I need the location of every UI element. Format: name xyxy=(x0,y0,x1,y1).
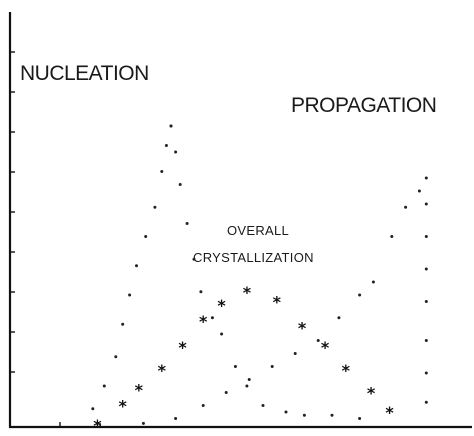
crystallization-label: CRYSTALLIZATION xyxy=(193,250,314,265)
data-point xyxy=(174,150,178,154)
data-star: * xyxy=(342,361,351,380)
data-star: * xyxy=(298,319,307,338)
data-point xyxy=(424,267,428,271)
series-4: * * * * * * * * * * * * * * xyxy=(93,283,394,435)
data-point xyxy=(424,176,428,180)
data-point xyxy=(390,235,394,238)
data-point xyxy=(174,417,178,420)
data-point xyxy=(178,183,182,186)
nucleation-label: NUCLEATION xyxy=(20,62,149,85)
data-point xyxy=(358,293,362,297)
data-point xyxy=(261,404,265,407)
data-point xyxy=(424,400,428,404)
data-star: * xyxy=(135,380,144,399)
data-point xyxy=(330,413,334,417)
data-point xyxy=(337,316,341,320)
propagation-label: PROPAGATION xyxy=(291,94,436,117)
data-point xyxy=(199,290,203,294)
data-point xyxy=(153,205,157,209)
data-point xyxy=(417,189,421,193)
overall-label: OVERALL xyxy=(227,223,289,238)
data-point xyxy=(201,404,205,407)
data-star: * xyxy=(367,384,376,403)
data-point xyxy=(164,144,168,147)
data-point xyxy=(424,371,428,375)
data-star: * xyxy=(273,293,282,312)
data-point xyxy=(95,421,99,425)
data-point xyxy=(91,407,95,411)
data-point xyxy=(185,222,189,225)
data-star: * xyxy=(119,397,128,416)
data-point xyxy=(424,339,428,342)
data-point xyxy=(160,170,164,173)
data-point xyxy=(141,421,145,425)
data-point xyxy=(233,365,237,368)
data-point xyxy=(192,257,196,261)
series-2 xyxy=(169,124,362,420)
data-point xyxy=(424,235,428,238)
series-3 xyxy=(95,176,428,425)
data-point xyxy=(224,391,228,394)
data-star: * xyxy=(243,283,252,302)
data-point xyxy=(302,413,306,417)
data-point xyxy=(424,202,428,206)
data-point xyxy=(247,378,251,381)
data-point xyxy=(284,410,288,414)
data-point xyxy=(220,332,224,336)
data-star: * xyxy=(199,312,208,331)
data-point xyxy=(210,316,214,320)
data-star: * xyxy=(321,338,330,357)
data-point xyxy=(245,384,249,388)
data-point xyxy=(121,322,125,326)
data-point xyxy=(102,384,106,388)
data-point xyxy=(293,352,297,355)
data-star: * xyxy=(385,403,394,422)
data-point xyxy=(270,365,274,368)
data-star: * xyxy=(158,361,167,380)
data-point xyxy=(316,339,320,342)
data-point xyxy=(371,280,375,284)
data-point xyxy=(169,124,173,128)
data-point xyxy=(128,293,132,297)
x-axis xyxy=(9,422,472,429)
data-point xyxy=(358,417,362,420)
data-star: * xyxy=(217,296,226,315)
chart-marks: * * * * * * * * * * * * * * xyxy=(91,124,428,435)
data-point xyxy=(114,355,118,359)
data-star: * xyxy=(93,416,102,435)
data-point xyxy=(404,205,408,209)
data-point xyxy=(144,235,148,238)
y-axis xyxy=(8,12,15,428)
data-point xyxy=(424,300,428,303)
data-point xyxy=(135,264,138,268)
data-star: * xyxy=(178,338,187,357)
